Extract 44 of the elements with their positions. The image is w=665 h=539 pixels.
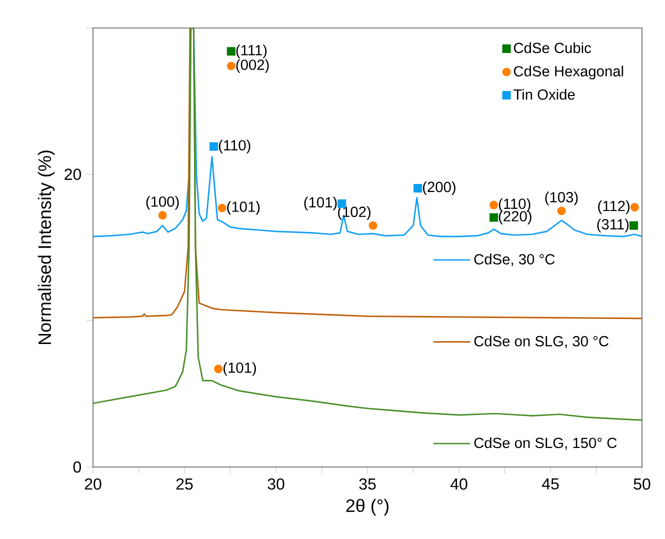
legend-label: Tin Oxide [514, 88, 575, 100]
annotation: (220) [498, 210, 532, 224]
point [414, 184, 422, 192]
annotation: (112) [598, 200, 630, 214]
point [489, 200, 498, 210]
x-tick-label: 50 [634, 478, 650, 490]
annotation: (101) [304, 196, 337, 210]
point [214, 364, 223, 374]
point [226, 47, 236, 56]
x-tick-label: 40 [450, 478, 468, 490]
annotation: (110) [498, 198, 530, 212]
annotation: (101) [227, 201, 260, 215]
x-tick-label: 30 [268, 478, 284, 490]
x-axis-title: 2θ (°) [346, 498, 388, 516]
point [557, 206, 566, 216]
point [226, 62, 236, 70]
annotation: (002) [236, 59, 269, 73]
point [629, 221, 638, 230]
x-tick-label: 20 [84, 478, 102, 490]
annotation: (103) [545, 192, 578, 206]
y-axis-title: Normalised Intensity (%) [38, 150, 55, 344]
annotation: (100) [146, 196, 179, 210]
point [158, 211, 167, 220]
annotation: (102) [338, 206, 370, 220]
x-tick-label: 35 [359, 478, 376, 490]
annotation: (101) [224, 362, 256, 376]
line-series [93, 28, 642, 421]
legend-label: CdSe Hexagonal [514, 66, 624, 80]
point [489, 213, 498, 222]
annotation: (111) [236, 44, 267, 58]
point [218, 204, 226, 212]
legend-label: CdSe, 30 °C [474, 254, 555, 266]
x-tick-label: 25 [176, 478, 193, 490]
point [630, 202, 639, 212]
annotation: (200) [422, 181, 456, 196]
annotation: (311) [597, 218, 629, 232]
point [210, 142, 218, 151]
legend-label: CdSe on SLG, 150° C [474, 437, 617, 450]
x-tick-label: 45 [542, 478, 559, 490]
point [368, 221, 378, 230]
legend-label: CdSe Cubic [514, 42, 592, 54]
legend-label: CdSe on SLG, 30 °C [474, 336, 608, 348]
annotation: (110) [218, 140, 250, 154]
y-tick-label: 0 [73, 461, 82, 473]
